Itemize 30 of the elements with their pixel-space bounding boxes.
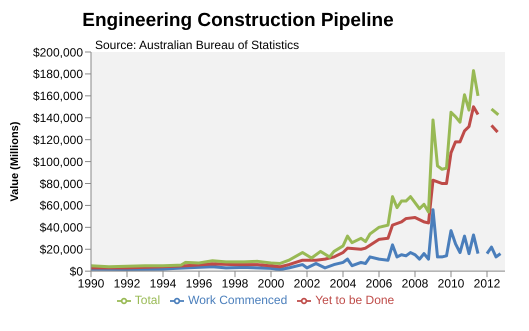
x-tick-label: 2000 — [258, 276, 285, 291]
legend-label: Total — [134, 293, 160, 308]
y-tick-label: $120,000 — [32, 132, 84, 147]
x-tick-label: 1992 — [114, 276, 141, 291]
y-tick-label: $160,000 — [32, 89, 84, 104]
y-tick-label: $0 — [70, 264, 84, 278]
x-tick-label: 2004 — [330, 276, 357, 291]
y-tick-label: $180,000 — [32, 67, 84, 82]
x-tick-label: 2002 — [294, 276, 321, 291]
x-tick-label: 2012 — [474, 276, 501, 291]
y-tick-label: $60,000 — [40, 198, 84, 213]
chart-title: Engineering Construction Pipeline — [81, 10, 395, 32]
x-tick-label: 1996 — [186, 276, 213, 291]
x-tick-label: 1990 — [78, 276, 105, 291]
y-tick-label: $80,000 — [40, 176, 84, 191]
x-tick-label: 2006 — [366, 276, 393, 291]
x-tick-label: 1994 — [150, 276, 177, 291]
y-tick-label: $40,000 — [40, 220, 84, 235]
line-series — [91, 69, 480, 268]
legend-label: Yet to be Done — [315, 293, 394, 308]
y-axis-title: Value (Millions) — [8, 121, 21, 202]
x-tick-label: 1998 — [222, 276, 249, 291]
x-tick-label: 2010 — [438, 276, 465, 291]
x-tick-label: 2008 — [402, 276, 429, 291]
y-tick-label: $100,000 — [32, 154, 84, 169]
y-tick-label: $140,000 — [32, 111, 84, 126]
y-tick-label: $200,000 — [32, 45, 84, 60]
legend-label: Work Commenced — [188, 293, 288, 308]
chart-subtitle: Source: Australian Bureau of Statistics — [95, 38, 300, 52]
y-tick-label: $20,000 — [40, 242, 84, 257]
